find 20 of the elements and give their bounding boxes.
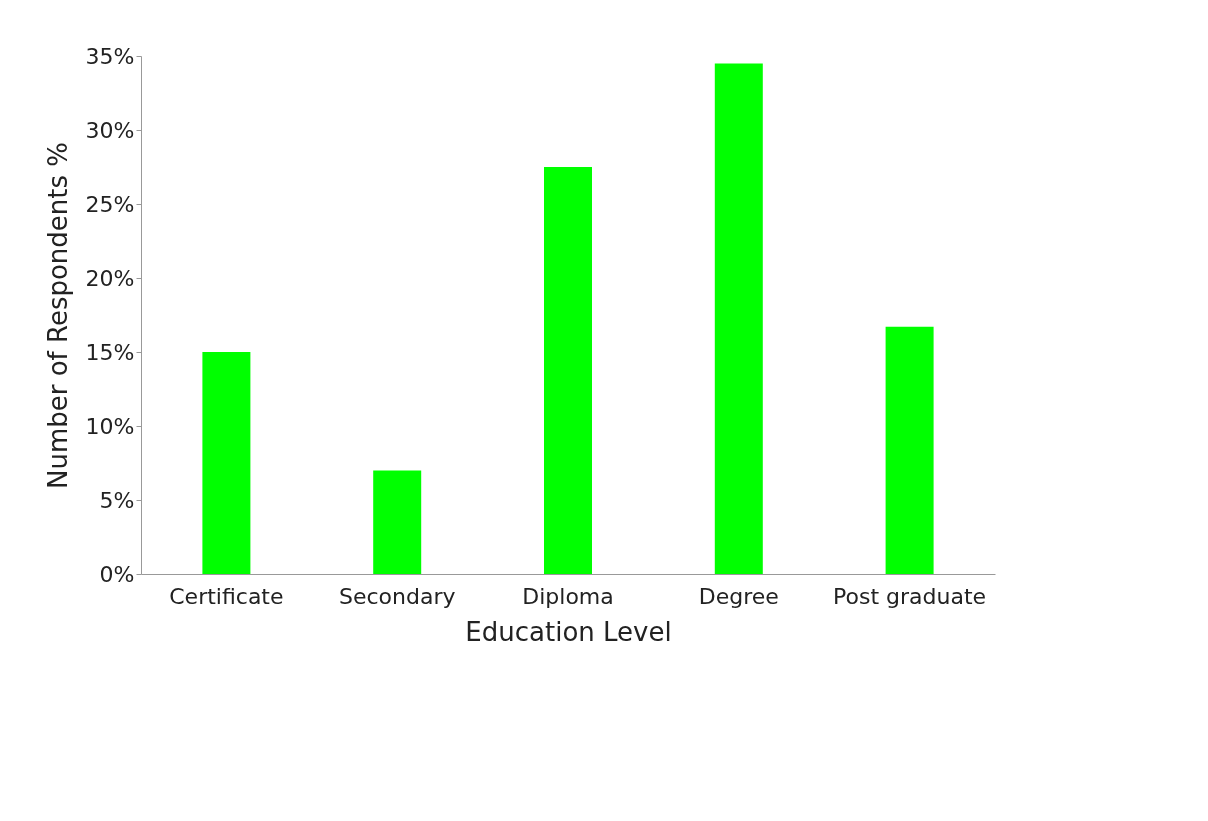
x-axis-title: Education Level — [465, 616, 672, 647]
bar — [544, 167, 592, 574]
bar — [202, 352, 251, 574]
y-tick-label: 15% — [85, 339, 135, 365]
y-tick-label: 5% — [99, 487, 135, 513]
y-tick-label: 25% — [85, 191, 135, 217]
x-tick-label: Degree — [698, 583, 779, 609]
x-tick-label: Secondary — [338, 583, 456, 609]
bar — [885, 326, 934, 574]
y-axis-title: Number of Respondents % — [42, 141, 73, 490]
x-tick-label: Certificate — [169, 583, 284, 609]
y-tick-label: 20% — [85, 265, 135, 291]
y-tick-label: 30% — [85, 117, 135, 143]
x-tick-label: Diploma — [522, 583, 614, 609]
y-tick-label: 10% — [85, 413, 135, 439]
bar — [714, 63, 763, 574]
bar — [373, 470, 422, 574]
x-tick-label: Post graduate — [833, 583, 987, 609]
y-tick-label: 0% — [99, 561, 135, 587]
y-tick-label: 35% — [85, 43, 135, 69]
